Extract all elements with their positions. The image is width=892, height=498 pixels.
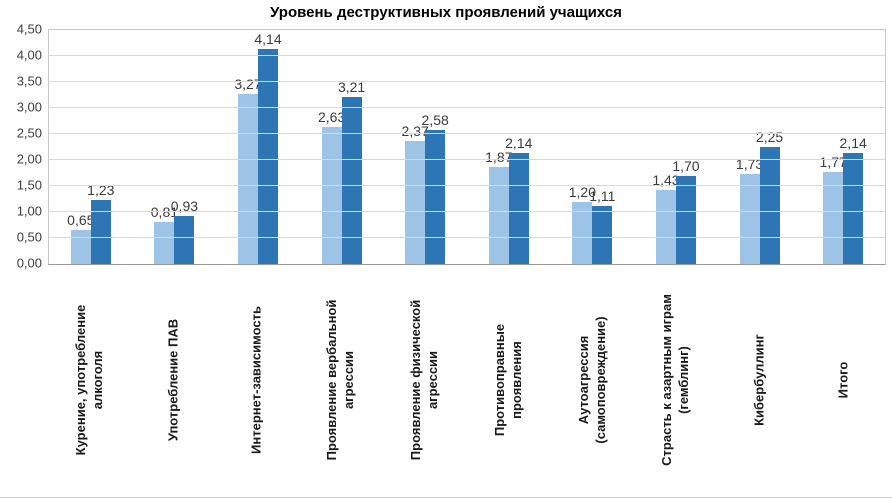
bar-group: 1,73 2,25 [718, 30, 802, 264]
x-label-cell: Проявление физической агрессии [383, 265, 467, 495]
bar-series-1: 0,81 [151, 205, 178, 264]
x-axis-label: Противоправные проявления [491, 323, 524, 437]
x-label-cell: Кибербуллинг [718, 265, 802, 495]
x-axis-label: Проявление физической агрессии [408, 299, 441, 461]
data-label: 3,21 [337, 79, 366, 96]
data-label: 1,77 [819, 153, 847, 170]
data-label: 2,58 [421, 111, 449, 128]
data-label: 2,14 [839, 134, 867, 151]
bar-series-1: 2,37 [402, 124, 429, 264]
x-label-cell: Интернет-зависимость [216, 265, 300, 495]
y-tick-label: 3,50 [16, 73, 42, 89]
bar-group: 1,20 1,11 [551, 30, 635, 264]
y-tick-label: 2,50 [16, 125, 42, 141]
gridline [49, 81, 885, 82]
y-tick-label: 1,00 [16, 203, 42, 219]
x-label-cell: Аутоагрессия (самоповреждение) [551, 265, 635, 495]
data-label: 1,87 [485, 148, 513, 165]
bar-group: 0,65 1,23 [49, 30, 133, 264]
bar-group: 1,87 2,14 [467, 30, 551, 264]
bar-series-1: 1,20 [569, 185, 596, 264]
gridline [49, 107, 885, 109]
x-axis-label: Аутоагрессия (самоповреждение) [575, 316, 608, 444]
y-tick-label: 0,00 [16, 255, 42, 271]
bar-group: 0,81 0,93 [133, 30, 217, 264]
x-axis-labels: Курение, употребление алкоголя Употреблен… [48, 265, 886, 495]
data-label: 1,43 [652, 171, 680, 188]
data-label: 1,73 [735, 156, 764, 173]
x-label-cell: Страсть к азартным играм (гемблинг) [635, 265, 719, 495]
y-tick-label: 0,50 [16, 229, 42, 245]
data-label: 4,14 [254, 30, 282, 47]
y-tick-label: 2,00 [16, 151, 42, 167]
bar-group: 3,27 4,14 [216, 30, 300, 264]
y-tick-label: 4,50 [16, 21, 42, 37]
bar-series-2: 2,14 [505, 136, 532, 264]
bar-group: 2,37 2,58 [383, 30, 467, 264]
bar-series-2: 2,58 [422, 113, 449, 264]
bar-series-2: 1,23 [87, 183, 114, 264]
data-label: 1,23 [87, 182, 115, 199]
data-label: 1,11 [589, 188, 616, 205]
x-axis-label: Итого [835, 361, 851, 399]
data-label: 2,14 [505, 134, 533, 151]
gridline [49, 133, 885, 134]
x-label-cell: Проявление вербальной агрессии [299, 265, 383, 495]
x-axis-label: Проявление вербальной агрессии [324, 299, 357, 461]
y-axis: 0,00 0,50 1,00 1,50 2,00 2,50 3,00 3,50 4,00 4,50 [0, 23, 48, 270]
bar-group: 1,77 2,14 [801, 30, 885, 264]
chart-body: 0,00 0,50 1,00 1,50 2,00 2,50 3,00 3,50 4,00 4,50… [0, 23, 892, 270]
x-label-cell: Употребление ПАВ [132, 265, 216, 495]
bar-series-1: 1,87 [485, 150, 512, 264]
data-label: 2,37 [401, 122, 429, 139]
x-axis-label: Курение, употребление алкоголя [73, 304, 105, 456]
bar-series-1: 0,65 [67, 213, 94, 264]
data-label: 1,70 [672, 157, 700, 174]
y-tick-label: 3,00 [16, 99, 42, 115]
bar-series-2: 0,93 [171, 199, 198, 264]
gridline [49, 211, 885, 212]
x-axis-label: Кибербуллинг [751, 334, 767, 426]
gridline [49, 237, 885, 238]
gridline [49, 159, 885, 160]
bar-group: 1,43 1,70 [634, 30, 718, 264]
x-label-cell: Итого [802, 265, 886, 495]
bar-series-1: 1,43 [652, 173, 680, 264]
chart-title: Уровень деструктивных проявлений учащихс… [270, 4, 622, 21]
plot-area: 0,65 1,23 0,81 0,93 3,27 4,14 2,63 3,21 2,37 2,58… [48, 29, 886, 265]
x-axis-label: Страсть к азартным играм (гемблинг) [659, 294, 692, 466]
bar-series-1: 1,77 [820, 155, 847, 264]
data-label: 2,63 [317, 109, 346, 126]
y-tick-label: 1,50 [16, 177, 42, 193]
bar-group: 2,63 3,21 [300, 30, 384, 264]
bar-series-1: 3,27 [234, 77, 262, 264]
x-label-cell: Противоправные проявления [467, 265, 551, 495]
bar-series-2: 2,25 [756, 130, 783, 264]
bar-groups: 0,65 1,23 0,81 0,93 3,27 4,14 2,63 3,21 2,37 2,58… [49, 30, 885, 264]
y-tick-label: 4,00 [16, 47, 42, 63]
x-axis-label: Интернет-зависимость [249, 306, 265, 454]
x-label-cell: Курение, употребление алкоголя [48, 265, 132, 495]
gridline [49, 185, 885, 187]
bar-series-2: 1,70 [672, 159, 700, 264]
data-label: 3,27 [234, 75, 262, 92]
bar-series-2: 4,14 [254, 32, 282, 264]
gridline [49, 55, 885, 56]
data-label: 0,65 [67, 212, 95, 229]
bar-series-2: 3,21 [338, 80, 365, 264]
data-label: 0,93 [170, 197, 199, 214]
data-label: 1,20 [568, 183, 596, 200]
bar-series-1: 2,63 [318, 110, 345, 264]
bar-series-1: 1,73 [736, 157, 763, 264]
bar-series-2: 1,11 [589, 189, 615, 264]
bar-series-2: 2,14 [840, 136, 867, 264]
x-axis-label: Употребление ПАВ [165, 318, 181, 442]
